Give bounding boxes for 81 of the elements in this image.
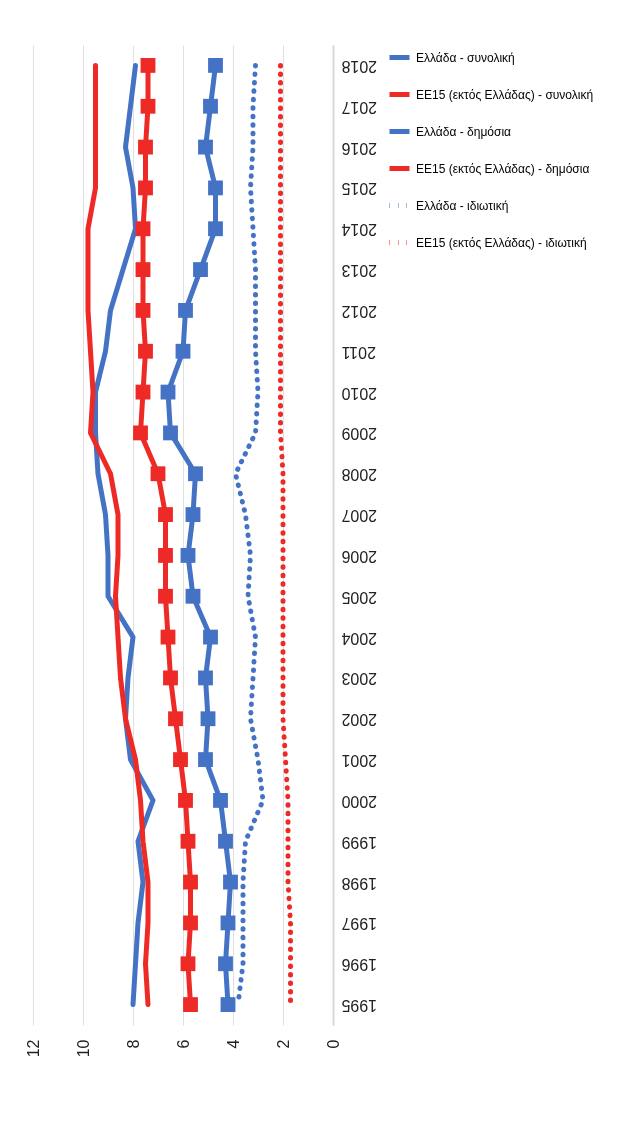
x-tick-label: 12: [24, 1039, 42, 1058]
x-tick-label: 6: [174, 1039, 192, 1049]
point: [178, 793, 193, 808]
y-tick-label: 2016: [341, 139, 378, 157]
y-tick-label: 2006: [341, 547, 378, 565]
point: [223, 874, 238, 890]
point: [203, 629, 218, 645]
y-tick-label: 2002: [341, 711, 378, 729]
point: [175, 343, 191, 359]
y-tick-label: 2007: [341, 507, 378, 525]
point: [135, 262, 151, 277]
y-tick-label: 1996: [341, 956, 378, 974]
y-tick-label: 2011: [341, 343, 376, 361]
legend-label: Ελλάδα - ιδιωτική: [416, 198, 509, 213]
point: [218, 833, 233, 849]
legend-label: ΕΕ15 (εκτός Ελλάδας) - ιδιωτική: [416, 235, 587, 250]
x-tick-label: 8: [124, 1039, 142, 1049]
point: [135, 221, 151, 237]
point: [163, 670, 178, 686]
point: [180, 956, 196, 972]
point: [150, 466, 166, 482]
point: [220, 997, 236, 1012]
point: [158, 548, 173, 563]
y-tick-label: 1999: [341, 833, 378, 851]
y-tick-label: 2012: [341, 302, 378, 320]
y-tick-label: 2015: [341, 180, 378, 198]
point: [208, 221, 223, 237]
y-tick-label: 1998: [341, 874, 378, 892]
point: [198, 670, 213, 686]
point: [208, 180, 223, 196]
y-tick-label: 2009: [341, 425, 378, 443]
point: [138, 343, 153, 359]
x-tick-label: 0: [324, 1039, 342, 1049]
point: [188, 466, 203, 482]
legend-label: ΕΕ15 (εκτός Ελλάδας) - συνολική: [416, 87, 594, 102]
y-tick-label: 2017: [341, 98, 378, 116]
legend-label: Ελλάδα - δημόσια: [416, 124, 512, 139]
point: [193, 262, 208, 277]
point: [185, 588, 201, 604]
x-tick-label: 4: [224, 1039, 242, 1049]
point: [178, 303, 193, 318]
point: [173, 752, 188, 767]
point: [180, 548, 196, 563]
point: [198, 752, 213, 767]
y-tick-label: 2001: [341, 752, 378, 770]
point: [158, 588, 173, 604]
y-tick-label: 2005: [341, 588, 378, 606]
point: [200, 711, 216, 727]
y-tick-label: 2013: [341, 262, 378, 280]
point: [158, 507, 173, 522]
point: [140, 98, 156, 114]
y-tick-label: 2000: [341, 792, 378, 810]
legend-label: ΕΕ15 (εκτός Ελλάδας) - δημόσια: [416, 161, 590, 176]
point: [213, 793, 228, 808]
legend-label: Ελλάδα - συνολική: [416, 50, 515, 65]
point: [140, 58, 156, 73]
point: [208, 58, 223, 73]
point: [135, 303, 151, 318]
y-tick-label: 2008: [341, 466, 378, 484]
point: [138, 139, 153, 155]
point: [203, 98, 218, 114]
x-tick-label: 2: [274, 1039, 292, 1049]
y-tick-label: 1995: [341, 997, 378, 1015]
point: [133, 425, 148, 441]
y-tick-label: 2014: [341, 221, 378, 239]
point: [218, 956, 233, 972]
point: [138, 180, 153, 196]
point: [183, 874, 198, 890]
x-tick-label: 10: [74, 1039, 92, 1058]
y-tick-label: 2003: [341, 670, 378, 688]
y-tick-label: 1997: [341, 915, 378, 933]
point: [163, 425, 178, 441]
point: [168, 711, 183, 727]
y-tick-label: 2010: [341, 384, 378, 402]
point: [185, 507, 201, 522]
point: [198, 139, 213, 155]
y-tick-label: 2018: [341, 57, 378, 75]
y-tick-label: 2004: [341, 629, 378, 647]
point: [183, 915, 198, 931]
point: [183, 997, 198, 1012]
point: [180, 833, 196, 849]
